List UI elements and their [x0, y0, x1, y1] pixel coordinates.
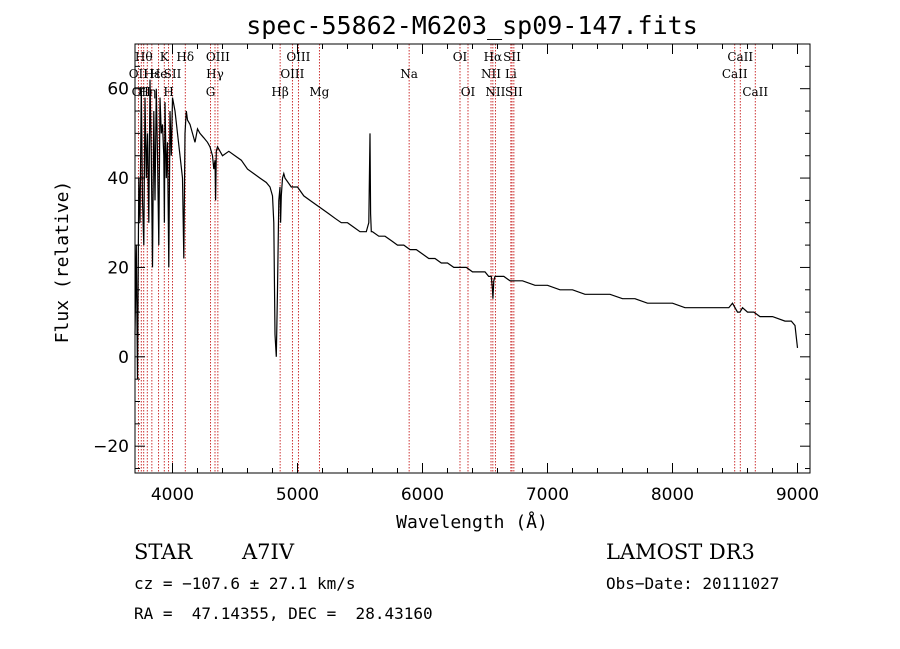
object-subclass: A7IV: [242, 540, 294, 564]
y-axis-label: Flux (relative): [52, 181, 73, 344]
y-tick-label-0: 0: [118, 348, 129, 368]
object-class: STAR: [134, 540, 193, 564]
line-marker-label-13: Hβ: [271, 85, 288, 99]
line-marker-label-23: Li: [505, 67, 517, 81]
line-marker-label-24: SII: [503, 50, 521, 64]
line-marker-label-2: Hθ: [135, 50, 153, 64]
line-marker-label-0: OII: [129, 67, 149, 81]
x-axis-label: Wavelength (Å): [396, 511, 548, 533]
line-marker-label-26: CaII: [722, 67, 748, 81]
line-marker-label-6: K: [160, 50, 170, 64]
y-tick-label-20: 20: [107, 258, 129, 278]
plot-frame: [134, 43, 811, 474]
sky-coordinates: RA = 47.14355, DEC = 28.43160: [134, 604, 433, 623]
x-tick-label-6000: 6000: [401, 485, 444, 505]
line-marker-label-8: SII: [164, 67, 182, 81]
line-marker-label-20: NII: [481, 67, 501, 81]
line-marker-label-9: Hδ: [176, 50, 194, 64]
x-tick-label-9000: 9000: [776, 485, 819, 505]
spectrum-line: [134, 79, 799, 380]
survey-name: LAMOST DR3: [606, 540, 755, 564]
line-marker-label-4: Hε: [144, 67, 161, 81]
x-tick-label-4000: 4000: [151, 485, 194, 505]
line-marker-label-15: OIII: [286, 50, 310, 64]
line-marker-label-14: OIII: [280, 67, 304, 81]
y-axis-ticks: −20 0 20 40 60: [93, 43, 810, 470]
line-marker-label-22: NII: [485, 85, 505, 99]
observation-date: Obs−Date: 20111027: [606, 574, 780, 593]
chart-title: spec-55862-M6203_sp09-147.fits: [246, 11, 698, 40]
x-tick-label-5000: 5000: [276, 485, 319, 505]
x-axis-ticks: 4000 5000 6000 7000 8000 9000: [151, 44, 819, 505]
line-marker-label-27: CaII: [727, 50, 753, 64]
redshift-velocity: cz = −107.6 ± 27.1 km/s: [134, 574, 356, 593]
x-tick-label-7000: 7000: [526, 485, 569, 505]
line-marker-labels: OIIOIIHθHηHεHeKHSIIHδGHγOIIIHβOIIIOIIIMg…: [129, 50, 769, 99]
x-tick-label-8000: 8000: [651, 485, 694, 505]
line-marker-label-10: G: [206, 85, 216, 99]
line-marker-label-17: Na: [400, 67, 418, 81]
line-marker-label-18: OI: [453, 50, 468, 64]
line-marker-label-25: SII: [505, 85, 523, 99]
line-marker-label-11: Hγ: [206, 67, 224, 81]
y-tick-label--20: −20: [93, 437, 129, 457]
line-marker-label-19: OI: [461, 85, 476, 99]
y-tick-label-60: 60: [107, 80, 129, 100]
line-markers: [137, 44, 756, 473]
line-marker-label-21: Hα: [484, 50, 503, 64]
y-tick-label-40: 40: [107, 169, 129, 189]
line-marker-label-5: He: [150, 67, 168, 81]
line-marker-label-12: OIII: [206, 50, 230, 64]
line-marker-label-7: H: [163, 85, 173, 99]
line-marker-label-16: Mg: [309, 85, 329, 99]
line-marker-label-28: CaII: [742, 85, 768, 99]
